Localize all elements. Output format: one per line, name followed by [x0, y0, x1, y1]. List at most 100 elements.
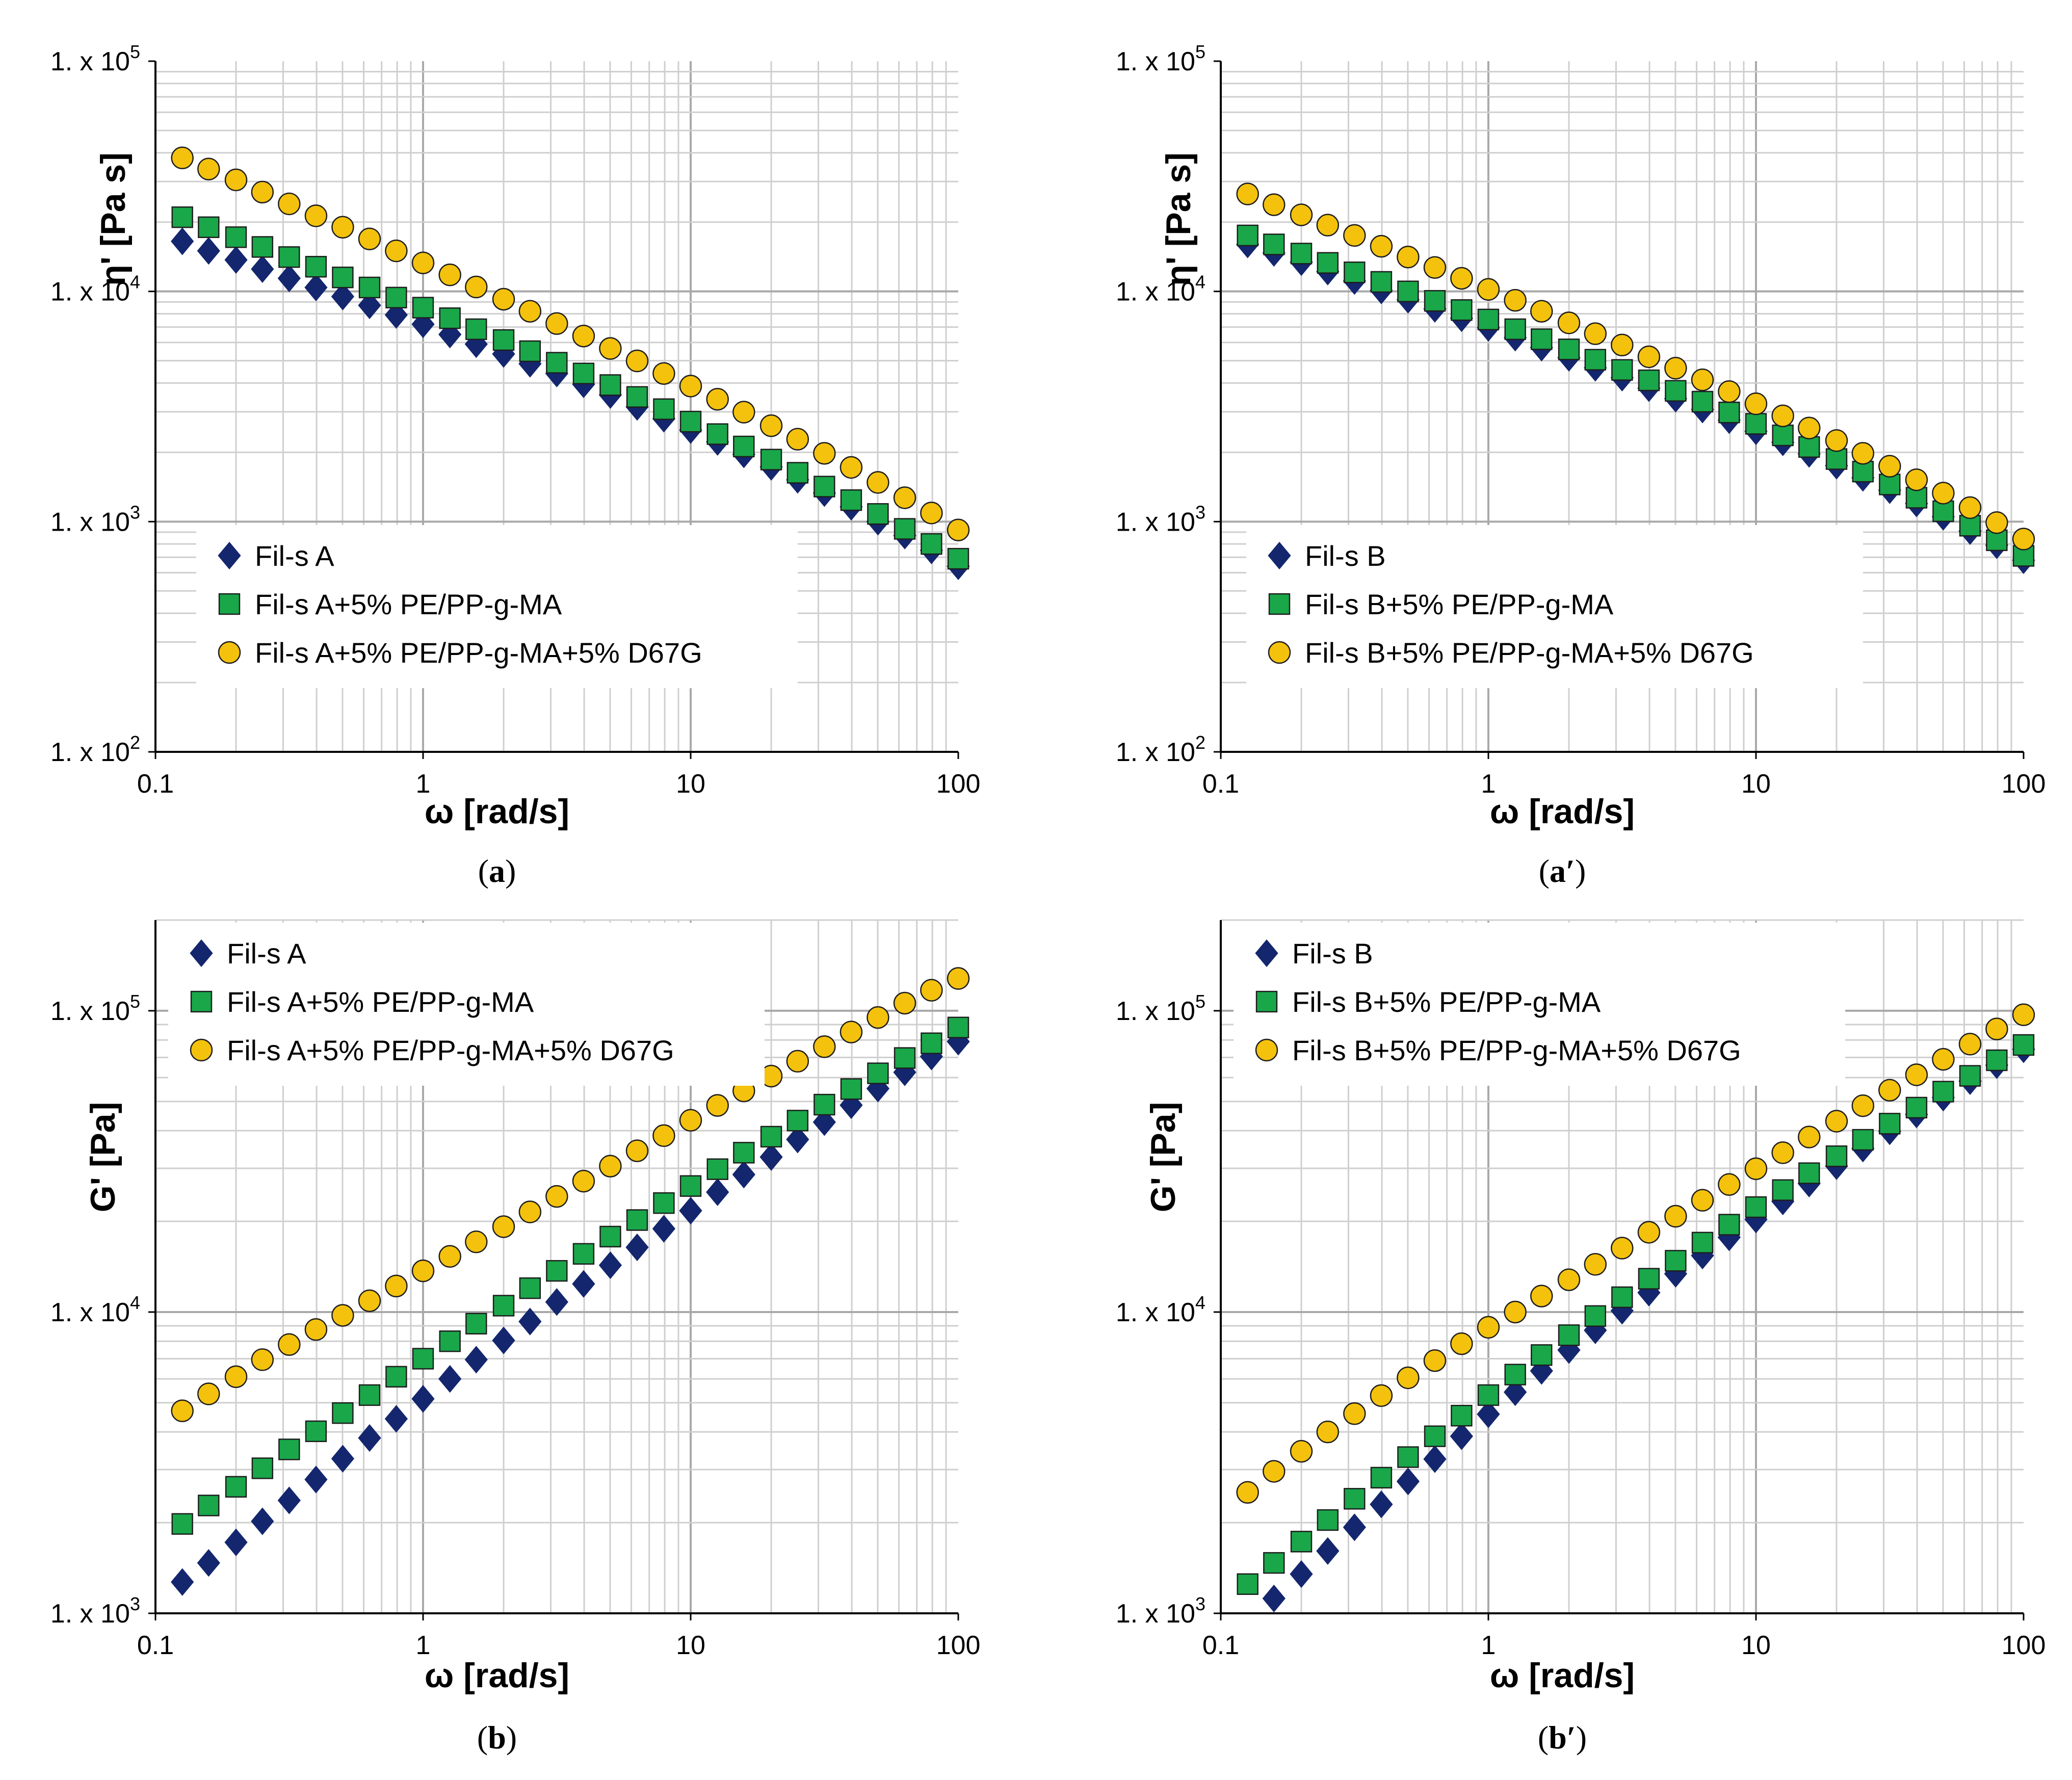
data-point — [277, 1486, 301, 1514]
y-tick-label: 1. x 104 — [1116, 272, 1205, 307]
y-tick-label: 1. x 103 — [1116, 1593, 1205, 1629]
y-tick-exponent: 5 — [130, 41, 140, 62]
series-square — [1237, 1034, 2035, 1595]
data-point — [813, 442, 836, 465]
data-point — [652, 362, 675, 385]
data-point — [331, 282, 355, 310]
data-point — [332, 1402, 354, 1424]
data-point — [1986, 1049, 2008, 1071]
data-point — [197, 158, 220, 180]
data-point — [1557, 1268, 1581, 1291]
legend-label: Fil-s A+5% PE/PP-g-MA+5% D67G — [255, 637, 702, 669]
data-point — [1878, 1079, 1901, 1102]
data-point — [358, 1384, 381, 1406]
x-tick-label: 100 — [936, 1631, 981, 1660]
data-point — [198, 216, 220, 238]
legend-label: Fil-s B+5% PE/PP-g-MA — [1305, 588, 1614, 620]
data-point — [1744, 1157, 1768, 1181]
x-axis-title: ω [rad/s] — [425, 1656, 569, 1695]
data-point — [412, 297, 434, 319]
data-point — [679, 1109, 702, 1132]
series-square — [171, 206, 969, 570]
data-point — [706, 1094, 729, 1117]
data-point — [225, 226, 247, 248]
data-point — [1611, 1237, 1634, 1260]
data-point — [251, 236, 274, 258]
data-point — [1477, 278, 1500, 301]
data-point — [1424, 290, 1446, 312]
data-point — [358, 291, 381, 320]
data-point — [546, 1260, 568, 1282]
data-point — [385, 286, 407, 309]
data-point — [1638, 1268, 1660, 1290]
data-point — [920, 502, 943, 525]
legend-label: Fil-s A+5% PE/PP-g-MA+5% D67G — [227, 1034, 674, 1066]
data-point — [464, 1346, 488, 1374]
data-point — [251, 1348, 274, 1371]
data-point — [947, 1016, 969, 1038]
data-point — [759, 414, 783, 437]
data-point — [1343, 1402, 1366, 1425]
data-point — [1290, 1439, 1313, 1463]
data-point — [1958, 496, 1982, 519]
data-point — [1771, 1141, 1794, 1164]
y-tick-label: 1. x 105 — [1116, 991, 1205, 1026]
y-axis-title: η' [Pa s] — [1159, 152, 1198, 286]
y-tick-base: 1. x 10 — [50, 277, 130, 307]
y-tick-base: 1. x 10 — [1116, 1599, 1195, 1629]
series-circle — [1236, 182, 2035, 551]
data-point — [411, 1259, 435, 1282]
data-point — [1664, 357, 1687, 380]
legend-marker — [190, 990, 213, 1013]
data-point — [1851, 1094, 1875, 1117]
data-point — [947, 518, 970, 541]
data-point — [786, 1110, 809, 1132]
data-point — [626, 1209, 648, 1231]
data-point — [1798, 416, 1821, 439]
data-point — [840, 489, 862, 511]
data-point — [1985, 1017, 2008, 1040]
y-tick-base: 1. x 10 — [1116, 507, 1195, 537]
data-point — [2012, 528, 2035, 551]
data-point — [305, 256, 327, 278]
data-point — [625, 349, 649, 373]
data-point — [706, 1178, 729, 1206]
data-point — [1316, 1420, 1340, 1444]
data-point — [1852, 460, 1874, 483]
series-circle — [1236, 1003, 2035, 1504]
data-point — [786, 428, 809, 451]
data-point — [411, 251, 435, 274]
data-point — [893, 486, 916, 509]
legend-marker — [1255, 939, 1278, 967]
y-tick-exponent: 4 — [130, 272, 140, 293]
data-point — [1370, 271, 1393, 293]
data-point — [572, 362, 595, 384]
data-point — [197, 237, 220, 265]
data-point — [1718, 380, 1741, 403]
legend-marker — [190, 939, 213, 967]
data-point — [465, 318, 487, 341]
legend-label: Fil-s A — [255, 540, 334, 572]
data-point — [1691, 390, 1714, 413]
data-point — [572, 1270, 595, 1298]
legend-label: Fil-s A — [227, 937, 306, 970]
data-point — [1531, 328, 1553, 350]
legend: Fil-s A Fil-s A+5% PE/PP-g-MA Fil-s A+5% P… — [196, 525, 798, 688]
y-tick-base: 1. x 10 — [1116, 47, 1195, 76]
y-tick-exponent: 5 — [1195, 41, 1205, 62]
data-point — [1825, 448, 1848, 470]
data-point — [1236, 1481, 1259, 1504]
x-tick-label: 100 — [2002, 1631, 2046, 1660]
x-tick-label: 1 — [1481, 769, 1496, 799]
data-point — [171, 146, 194, 170]
data-point — [733, 435, 755, 458]
data-point — [867, 503, 889, 525]
data-point — [760, 1125, 782, 1148]
data-point — [1263, 1552, 1285, 1574]
y-tick-exponent: 4 — [130, 1292, 140, 1313]
data-point — [1477, 1400, 1500, 1428]
data-point — [1718, 1214, 1740, 1236]
